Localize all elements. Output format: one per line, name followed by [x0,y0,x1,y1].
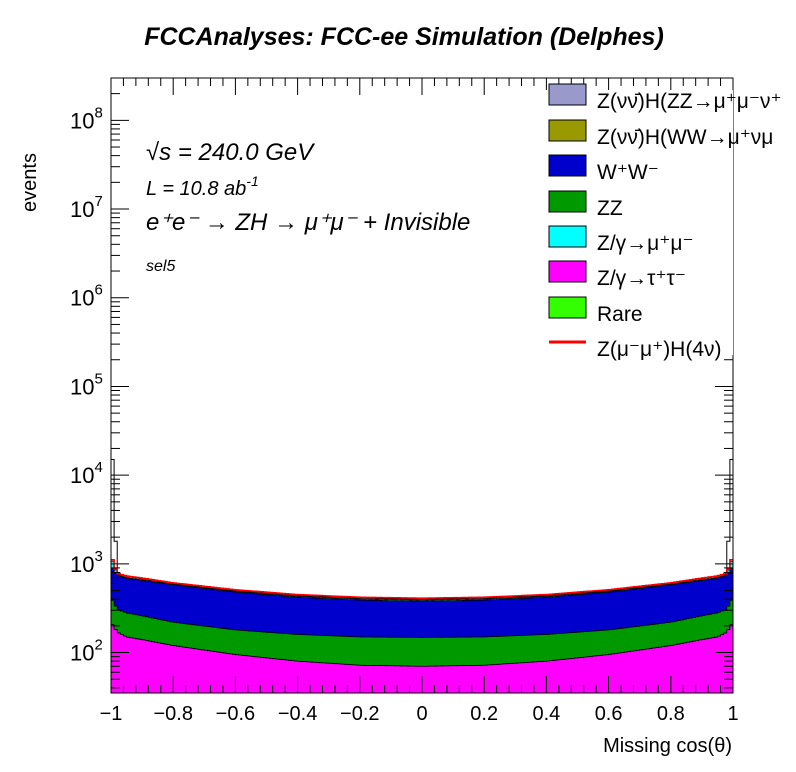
legend-label: Rare [597,303,643,326]
histogram-line [111,459,733,600]
x-tick-label: −0.6 [216,703,255,725]
legend-label: Z(νν̄)H(WW→μ⁺νμ [597,126,773,149]
legend-swatch [548,154,587,177]
x-tick-label: −0.4 [278,703,317,725]
y-tick-label: 104 [70,459,103,488]
x-tick-label: 0.2 [470,703,498,725]
legend-label: Z(νν̄)H(ZZ→μ⁺μ⁻ν⁺ [597,90,782,113]
x-tick-label: 0.4 [532,703,560,725]
histogram-stack [111,560,733,693]
legend-swatch [548,119,587,142]
y-axis: 102 103 104 105 106 107 108 [70,77,733,689]
x-tick-label: −0.2 [340,703,379,725]
luminosity-value: L = 10.8 ab [146,178,246,200]
legend-label: W⁺W⁻ [597,161,659,184]
legend-label: Z(μ⁻μ⁺)H(4ν) [597,338,722,361]
legend-label: Z/γ→τ⁺τ⁻ [597,267,686,290]
x-tick-label: 0 [416,703,427,725]
annotations: √s = 240.0 GeV L = 10.8 ab-1 e⁺e⁻ → ZH →… [146,139,470,275]
y-tick-label: 103 [70,548,103,577]
x-tick-label: 1 [727,703,738,725]
legend-swatch [548,190,587,213]
histogram-area [111,624,733,693]
legend-swatch [548,296,587,319]
legend-label: ZZ [597,197,623,220]
histogram-line [111,559,733,599]
y-tick-label: 108 [70,104,103,133]
x-tick-label: 0.6 [595,703,623,725]
chart-title: FCCAnalyses: FCC-ee Simulation (Delphes) [144,23,664,51]
legend-label: Z/γ→μ⁺μ⁻ [597,232,694,255]
legend-swatch [548,83,587,106]
x-tick-label: −1 [100,703,123,725]
legend: Z(νν̄)H(ZZ→μ⁺μ⁻ν⁺ Z(νν̄)H(WW→μ⁺νμ W⁺W⁻ ZZ Z/… [540,83,782,361]
y-tick-label: 107 [70,193,103,222]
sqrt-s-symbol: √s [146,139,171,166]
sqrt-s-label: √s = 240.0 GeV [146,139,315,166]
luminosity-exponent: -1 [246,173,258,189]
y-axis-label: events [19,153,41,212]
y-tick-label: 105 [70,370,103,399]
legend-swatch [548,225,587,248]
sqrt-s-value: = 240.0 GeV [171,139,315,166]
x-axis: −1 −0.8 −0.6 −0.4 −0.2 0 0.2 0.4 0.6 0.8 1 [100,78,739,725]
y-tick-label: 106 [70,282,103,311]
legend-swatch [548,260,587,283]
selection-label: sel5 [146,258,175,275]
x-axis-label: Missing cos(θ) [603,735,732,757]
luminosity-label: L = 10.8 ab-1 [146,173,259,200]
y-tick-label: 102 [70,637,103,666]
x-tick-label: −0.8 [153,703,192,725]
x-tick-label: 0.8 [657,703,685,725]
histogram-lines [111,459,733,600]
process-label: e⁺e⁻ → ZH → μ⁺μ⁻ + Invisible [146,209,470,236]
